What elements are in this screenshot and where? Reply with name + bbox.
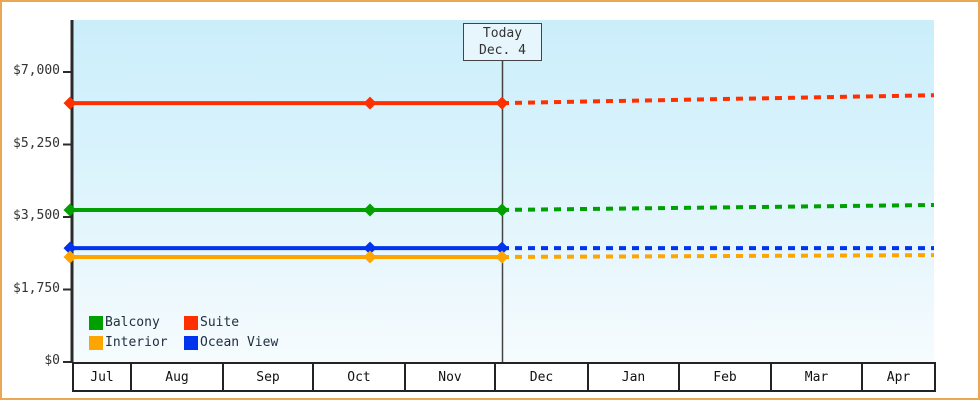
legend-label: Balcony bbox=[105, 315, 160, 330]
legend-swatch-icon bbox=[89, 335, 103, 350]
month-label: Apr bbox=[886, 369, 911, 385]
month-cell-jan: Jan bbox=[589, 364, 680, 390]
legend-item-ocean-view: Ocean View bbox=[184, 333, 278, 352]
legend-item-interior: Interior bbox=[89, 333, 184, 352]
month-cell-feb: Feb bbox=[680, 364, 772, 390]
month-label: Aug bbox=[165, 369, 189, 385]
month-label: Oct bbox=[347, 369, 371, 385]
month-label: Jul bbox=[90, 369, 114, 385]
month-label: Sep bbox=[256, 369, 280, 385]
month-label: Mar bbox=[804, 369, 829, 385]
legend-item-balcony: Balcony bbox=[89, 313, 184, 332]
legend-swatch-icon bbox=[184, 335, 198, 350]
legend-item-suite: Suite bbox=[184, 313, 278, 332]
month-cell-dec: Dec bbox=[496, 364, 589, 390]
month-label: Feb bbox=[713, 369, 737, 385]
legend-label: Interior bbox=[105, 335, 168, 350]
y-axis-labels: $0 $1,750 $3,500 $5,250 $7,000 bbox=[2, 2, 64, 398]
today-flag: Today Dec. 4 bbox=[463, 23, 542, 61]
y-tick-label: $1,750 bbox=[13, 280, 60, 296]
month-cell-jul: Jul bbox=[74, 364, 132, 390]
month-label: Jan bbox=[621, 369, 646, 385]
today-label: Today bbox=[482, 26, 523, 41]
legend-label: Ocean View bbox=[200, 335, 279, 350]
month-cell-sep: Sep bbox=[224, 364, 314, 390]
plot-area bbox=[72, 20, 934, 362]
x-axis-month-row: Jul Aug Sep Oct Nov Dec Jan Feb Mar Apr bbox=[72, 362, 936, 392]
legend: Balcony Suite Interior Ocean View bbox=[89, 313, 278, 352]
month-cell-oct: Oct bbox=[314, 364, 406, 390]
month-label: Nov bbox=[438, 369, 462, 385]
y-axis bbox=[63, 20, 74, 363]
month-cell-nov: Nov bbox=[406, 364, 496, 390]
legend-label: Suite bbox=[200, 315, 240, 330]
month-cell-mar: Mar bbox=[772, 364, 863, 390]
month-cell-apr: Apr bbox=[863, 364, 936, 390]
legend-swatch-icon bbox=[184, 315, 198, 330]
month-cell-aug: Aug bbox=[132, 364, 224, 390]
y-tick-label: $7,000 bbox=[13, 63, 60, 78]
y-tick-label: $3,500 bbox=[13, 208, 60, 223]
y-tick-label: $0 bbox=[44, 353, 60, 368]
month-label: Dec bbox=[529, 369, 554, 385]
y-tick-label: $5,250 bbox=[13, 135, 60, 151]
legend-swatch-icon bbox=[89, 315, 103, 330]
today-date: Dec. 4 bbox=[479, 43, 526, 58]
